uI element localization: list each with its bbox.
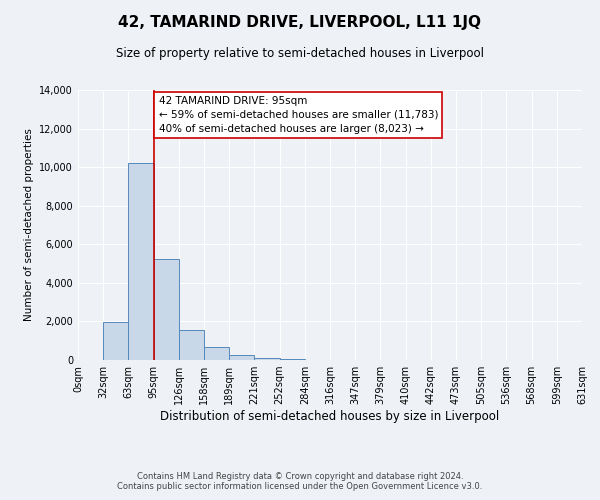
Text: Contains HM Land Registry data © Crown copyright and database right 2024.: Contains HM Land Registry data © Crown c… — [137, 472, 463, 481]
X-axis label: Distribution of semi-detached houses by size in Liverpool: Distribution of semi-detached houses by … — [160, 410, 500, 423]
Bar — [179, 330, 204, 360]
Text: Size of property relative to semi-detached houses in Liverpool: Size of property relative to semi-detach… — [116, 48, 484, 60]
Bar — [254, 358, 280, 360]
Bar — [280, 359, 305, 360]
Bar — [154, 259, 179, 360]
Text: 42 TAMARIND DRIVE: 95sqm
← 59% of semi-detached houses are smaller (11,783)
40% : 42 TAMARIND DRIVE: 95sqm ← 59% of semi-d… — [158, 96, 438, 134]
Bar — [204, 348, 229, 360]
Bar — [128, 164, 154, 360]
Y-axis label: Number of semi-detached properties: Number of semi-detached properties — [24, 128, 34, 322]
Bar — [103, 322, 128, 360]
Text: 42, TAMARIND DRIVE, LIVERPOOL, L11 1JQ: 42, TAMARIND DRIVE, LIVERPOOL, L11 1JQ — [119, 15, 482, 30]
Text: Contains public sector information licensed under the Open Government Licence v3: Contains public sector information licen… — [118, 482, 482, 491]
Bar — [229, 356, 254, 360]
